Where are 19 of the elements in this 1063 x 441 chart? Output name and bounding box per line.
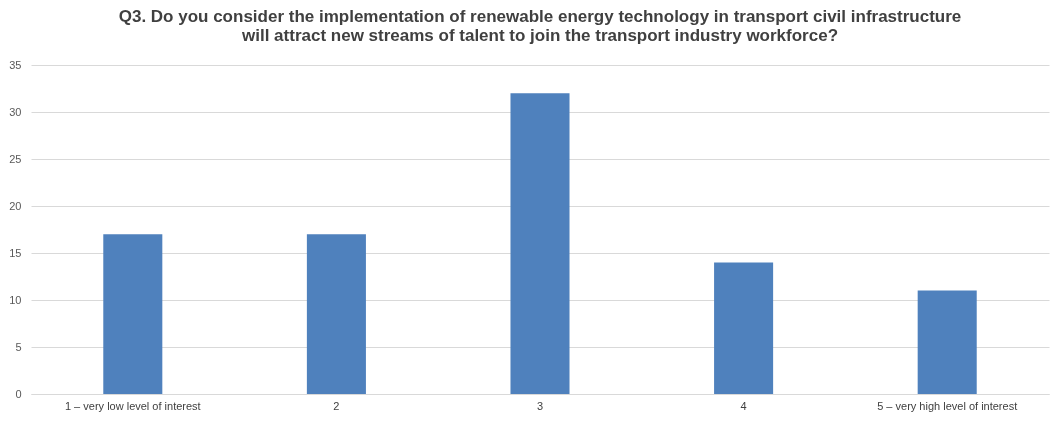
bar: [714, 262, 774, 394]
y-tick-label: 30: [9, 105, 22, 118]
y-tick-label: 15: [9, 246, 22, 259]
bar: [306, 234, 366, 394]
x-tick-label: 5 – very high level of interest: [877, 399, 1018, 412]
x-tick-label: 1 – very low level of interest: [64, 399, 201, 412]
bar: [510, 93, 570, 394]
y-tick-label: 10: [9, 293, 22, 306]
y-tick-label: 0: [15, 387, 22, 400]
chart-title: Q3. Do you consider the implementation of renewable energy technology in transport civil infrastructure will attract new streams of talent to join the transport industry workforce?: [118, 7, 962, 45]
bar: [103, 234, 163, 394]
y-tick-label: 25: [9, 152, 22, 165]
x-tick-label: 2: [333, 399, 340, 412]
bar: [917, 290, 977, 394]
y-tick-label: 5: [15, 340, 22, 353]
x-tick-label: 4: [740, 399, 747, 412]
x-tick-label: 3: [536, 399, 544, 412]
y-tick-label: 35: [9, 58, 22, 71]
y-tick-label: 20: [9, 199, 22, 212]
